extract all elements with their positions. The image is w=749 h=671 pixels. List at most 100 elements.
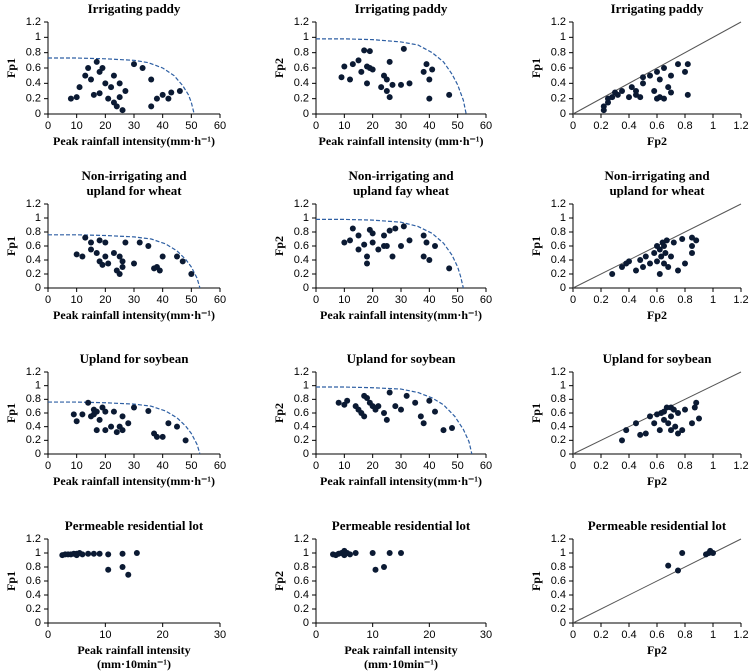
point [675,567,681,574]
x-tick-label: 20 [367,460,379,472]
point [82,72,89,79]
x-tick-label: 40 [423,460,435,472]
y-tick-label: 1.2 [294,366,309,378]
x-tick-label: 0 [570,294,576,306]
panel: Upland for soybean 0 0.20.4 0.6 0.81 1.2 0 10 20… [272,351,492,488]
point [651,88,658,94]
point [633,267,639,274]
x-tick-label: 0.8 [677,460,692,472]
y-tick-label: 1 [560,380,566,392]
chart-title: Upland for soybean [80,351,190,366]
x-tick-label: 0 [313,120,319,132]
point [656,246,663,253]
x-tick-label: 0.8 [677,629,692,641]
point [347,237,353,244]
chart-title: Upland for soybean [347,351,457,366]
y-tick-label: 0.6 [294,240,309,252]
point [182,437,189,444]
point [689,250,695,256]
y-axis-label: Fp2 [272,571,286,591]
x-axis-label: Peak rainfall intensity(mm·h⁻¹) [53,308,215,322]
point [675,410,681,416]
y-tick-label: 0.8 [26,47,41,59]
point [79,551,86,558]
point [145,407,152,414]
x-tick-label: 30 [128,460,140,472]
point [349,225,356,232]
y-tick-label: 0.8 [26,226,41,238]
x-tick-label: 0 [313,629,319,641]
y-tick-label: 0.8 [551,561,566,573]
y-axis-label: Fp2 [272,58,286,78]
y-tick-label: 0.4 [294,589,309,601]
x-tick-label: 0.4 [621,629,636,641]
point [119,258,126,265]
point [168,89,175,96]
point [361,47,368,54]
point [105,260,112,267]
y-tick-label: 0.8 [294,226,309,238]
y-tick-label: 0 [35,617,41,629]
x-tick-label: 0.6 [649,460,664,472]
point [361,241,368,248]
y-tick-label: 1.2 [26,198,41,210]
y-tick-label: 0.6 [26,62,41,74]
point [656,76,663,83]
point [637,257,644,263]
x-tick-label: 20 [423,629,435,641]
point [446,91,453,98]
point [383,243,390,249]
point [423,61,430,68]
point [148,103,155,110]
point [119,564,126,570]
point [93,58,100,65]
point [656,427,663,434]
point [626,258,632,265]
y-tick-label: 0 [303,282,309,294]
point [139,65,146,71]
x-axis-label: Fp2 [647,643,667,657]
point [426,76,433,83]
y-tick-label: 0.6 [294,62,309,74]
x-tick-label: 10 [338,120,350,132]
point [647,413,653,420]
x-tick-label: 60 [214,294,226,306]
point [73,251,80,258]
point [689,420,695,427]
point [693,399,700,406]
reference-line [572,538,742,624]
point [369,230,376,237]
x-tick-label: 50 [185,294,197,306]
point [426,257,433,263]
y-tick-label: 0.4 [294,421,309,433]
x-axis-label: Fp2 [647,134,667,148]
x-tick-label: 60 [480,294,492,306]
point [110,408,117,415]
x-axis-label: Peak rainfall intensity [344,643,457,657]
point [88,239,94,246]
y-tick-label: 0.2 [294,603,309,615]
y-tick-label: 0.2 [294,93,309,105]
point [119,550,126,557]
point [90,91,97,98]
point [116,253,123,260]
y-tick-label: 1.2 [26,16,41,28]
point [600,107,607,114]
x-tick-label: 20 [157,629,169,641]
point [113,267,120,274]
panel: Irrigating paddy 0 0.2 0.4 0.6 0.8 1 1.2 0 10 20 30… [272,1,492,148]
x-tick-label: 10 [367,629,379,641]
point [661,260,667,267]
y-tick-label: 0 [303,108,309,120]
y-tick-label: 1.2 [551,198,566,210]
x-tick-label: 0.6 [649,120,664,132]
point [102,253,109,260]
fit-curve [48,57,195,115]
point [672,423,679,430]
point [153,433,160,440]
x-tick-label: 0.8 [677,294,692,306]
y-tick-label: 1.2 [294,198,309,210]
